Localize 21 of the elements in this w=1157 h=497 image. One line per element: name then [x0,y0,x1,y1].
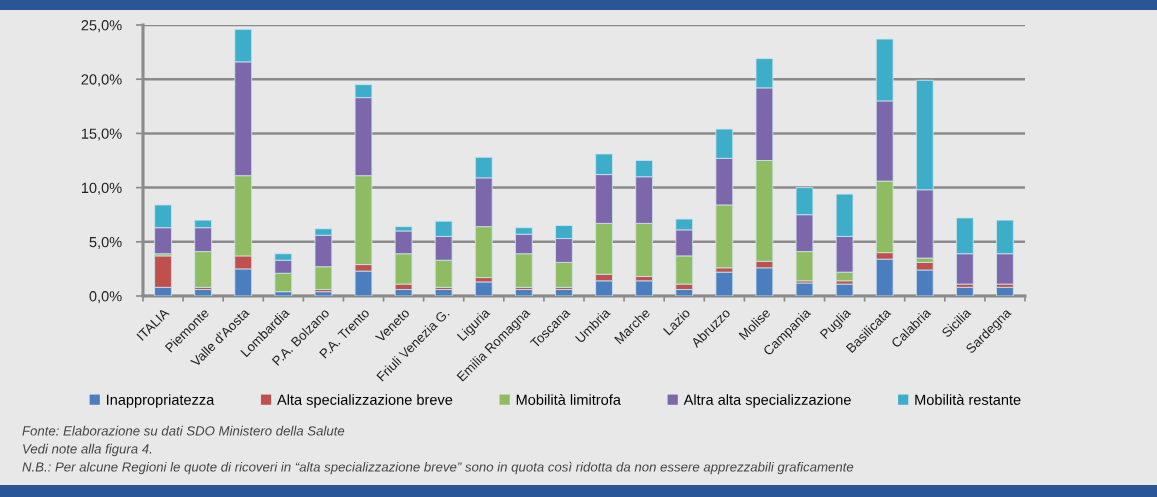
y-tick-label: 10,0% [81,182,122,195]
y-tick-label: 5,0% [89,236,122,249]
source-note: Fonte: Elaborazione su dati SDO Ministero della Salute [22,425,345,436]
text: Vedi note alla figura 4. [23,443,152,457]
bar [835,283,854,296]
y-tick-label: 20,0% [81,74,122,87]
bar [474,281,493,296]
bar [956,286,974,296]
bar [795,282,814,296]
legend-label: Mobilità limitrofa [516,394,621,405]
legend-label: Alta specializzazione breve [277,394,453,408]
legend-label: Mobilità restante [915,394,1021,405]
bar [996,286,1014,296]
bar [635,280,653,296]
bar [715,271,734,296]
legend-label: Altra alta specializzazione [683,394,851,408]
y-tick-label: 0,0% [89,291,122,304]
legend-label: Inappropriatezza [106,394,215,408]
text: N.B.: Per alcune Regioni le quote di ricoveri in “alta specializzazione breve” sono in quota così ridotta da non essere apprezzabili graficamente [22,461,854,475]
y-tick-label: 25,0% [81,20,122,33]
y-tick-label: 15,0% [81,128,122,141]
